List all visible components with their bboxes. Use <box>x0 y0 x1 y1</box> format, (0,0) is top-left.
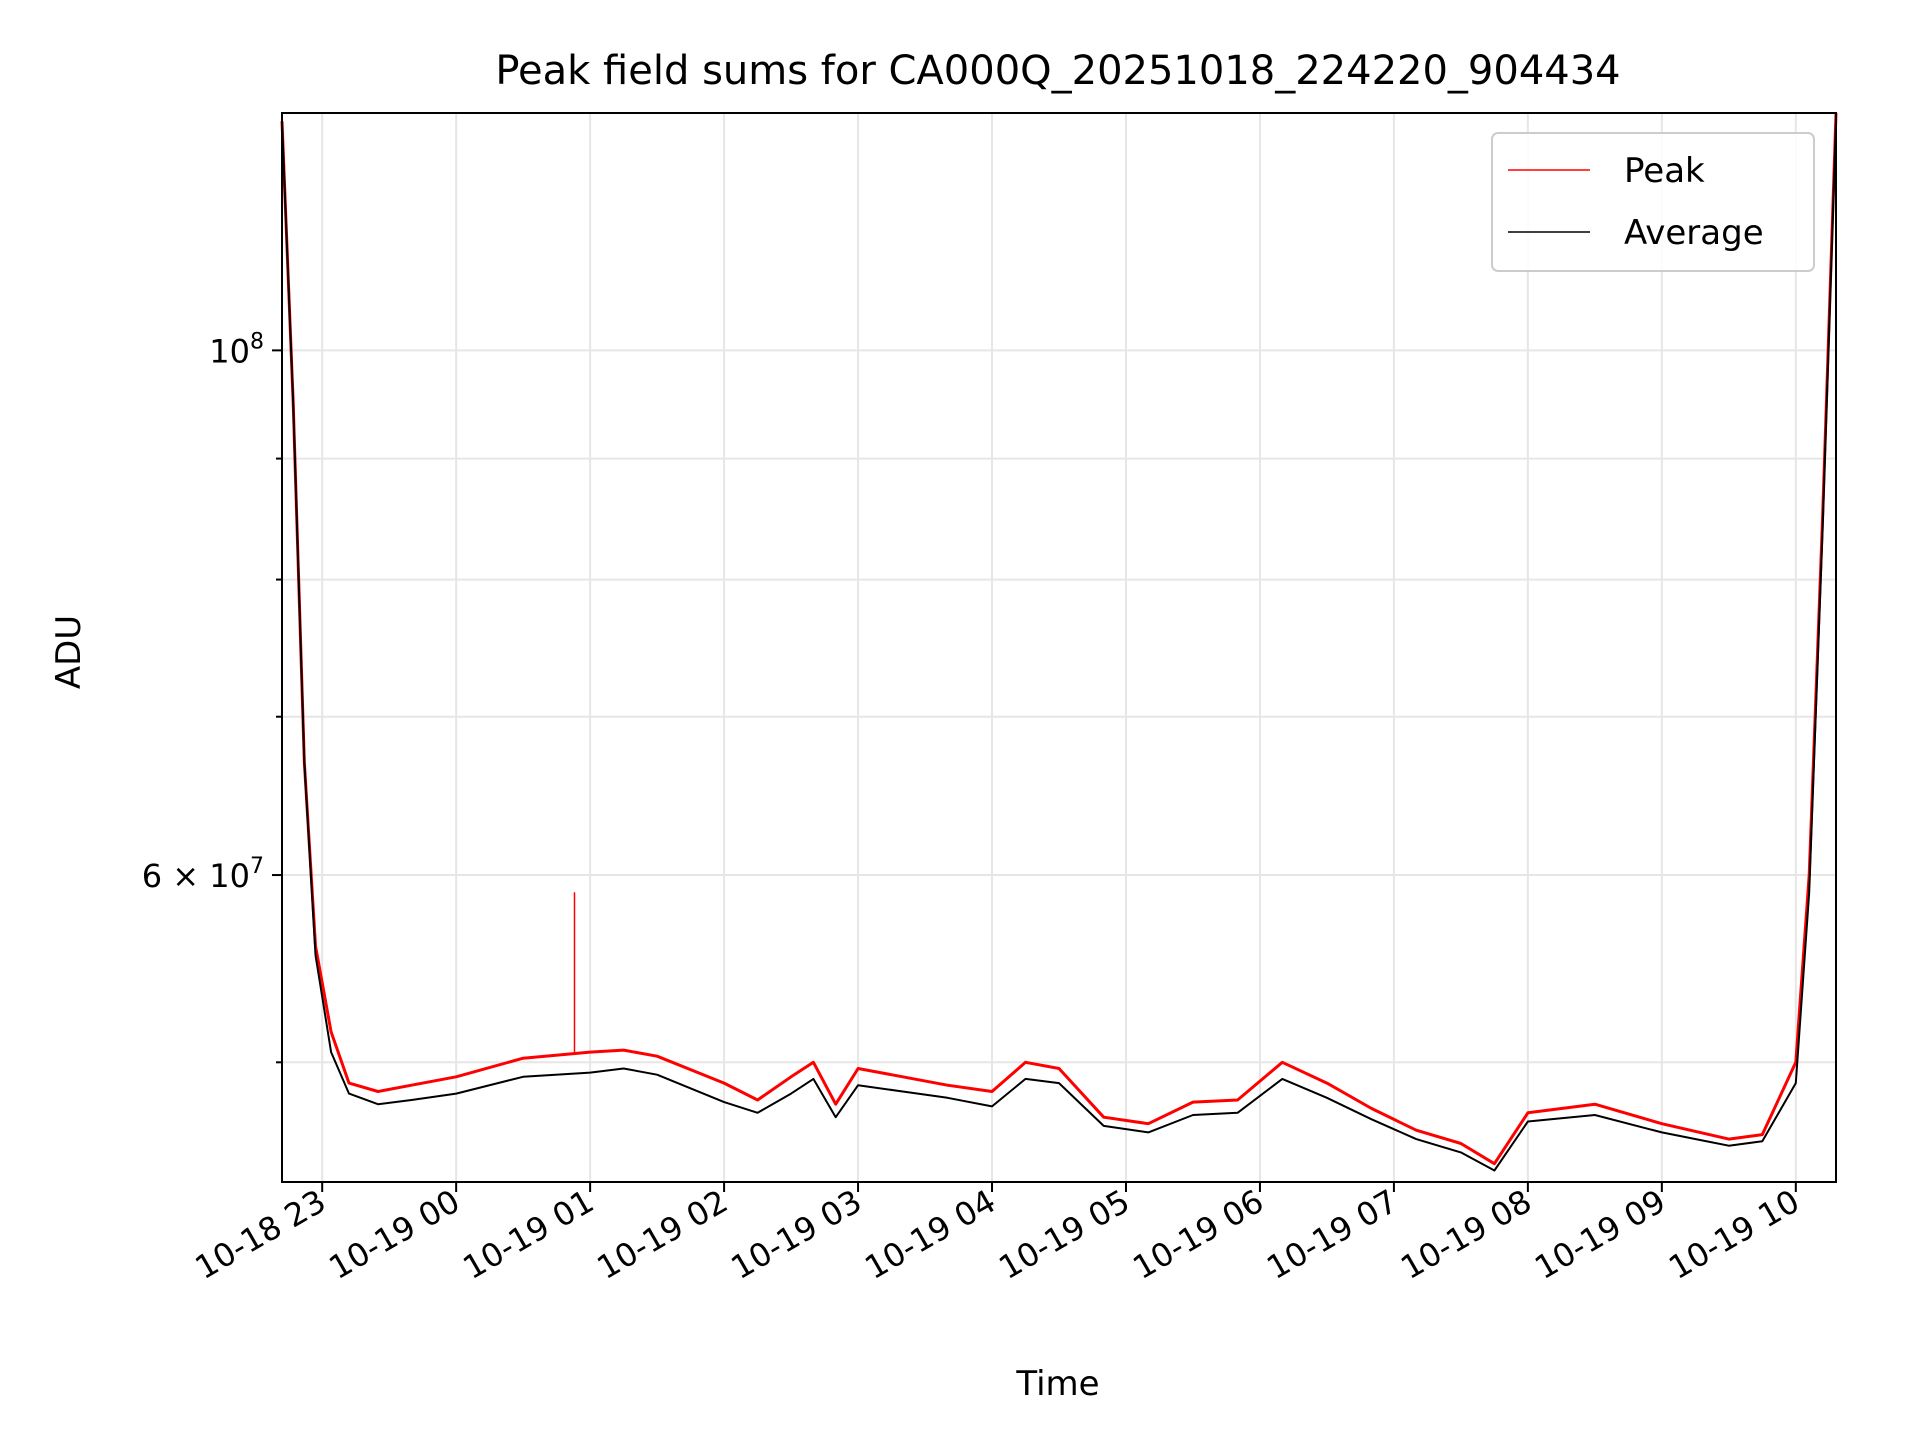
chart-title: Peak field sums for CA000Q_20251018_2242… <box>495 48 1620 94</box>
series-line-peak <box>280 112 1838 1166</box>
legend-label-peak: Peak <box>1624 151 1705 191</box>
legend-box <box>1491 132 1815 272</box>
plot-series <box>280 112 1838 1172</box>
y-tick-label: 108 <box>209 329 264 370</box>
x-axis-label: Time <box>1015 1364 1099 1404</box>
y-tick-label: 6 × 107 <box>142 854 264 895</box>
series-line-average <box>281 121 1837 1172</box>
legend-label-average: Average <box>1624 213 1764 253</box>
y-axis-label: ADU <box>49 615 89 689</box>
grid-lines <box>282 113 1836 1182</box>
plot-frame <box>281 112 1837 1183</box>
legend: Peak Average <box>1491 132 1815 272</box>
